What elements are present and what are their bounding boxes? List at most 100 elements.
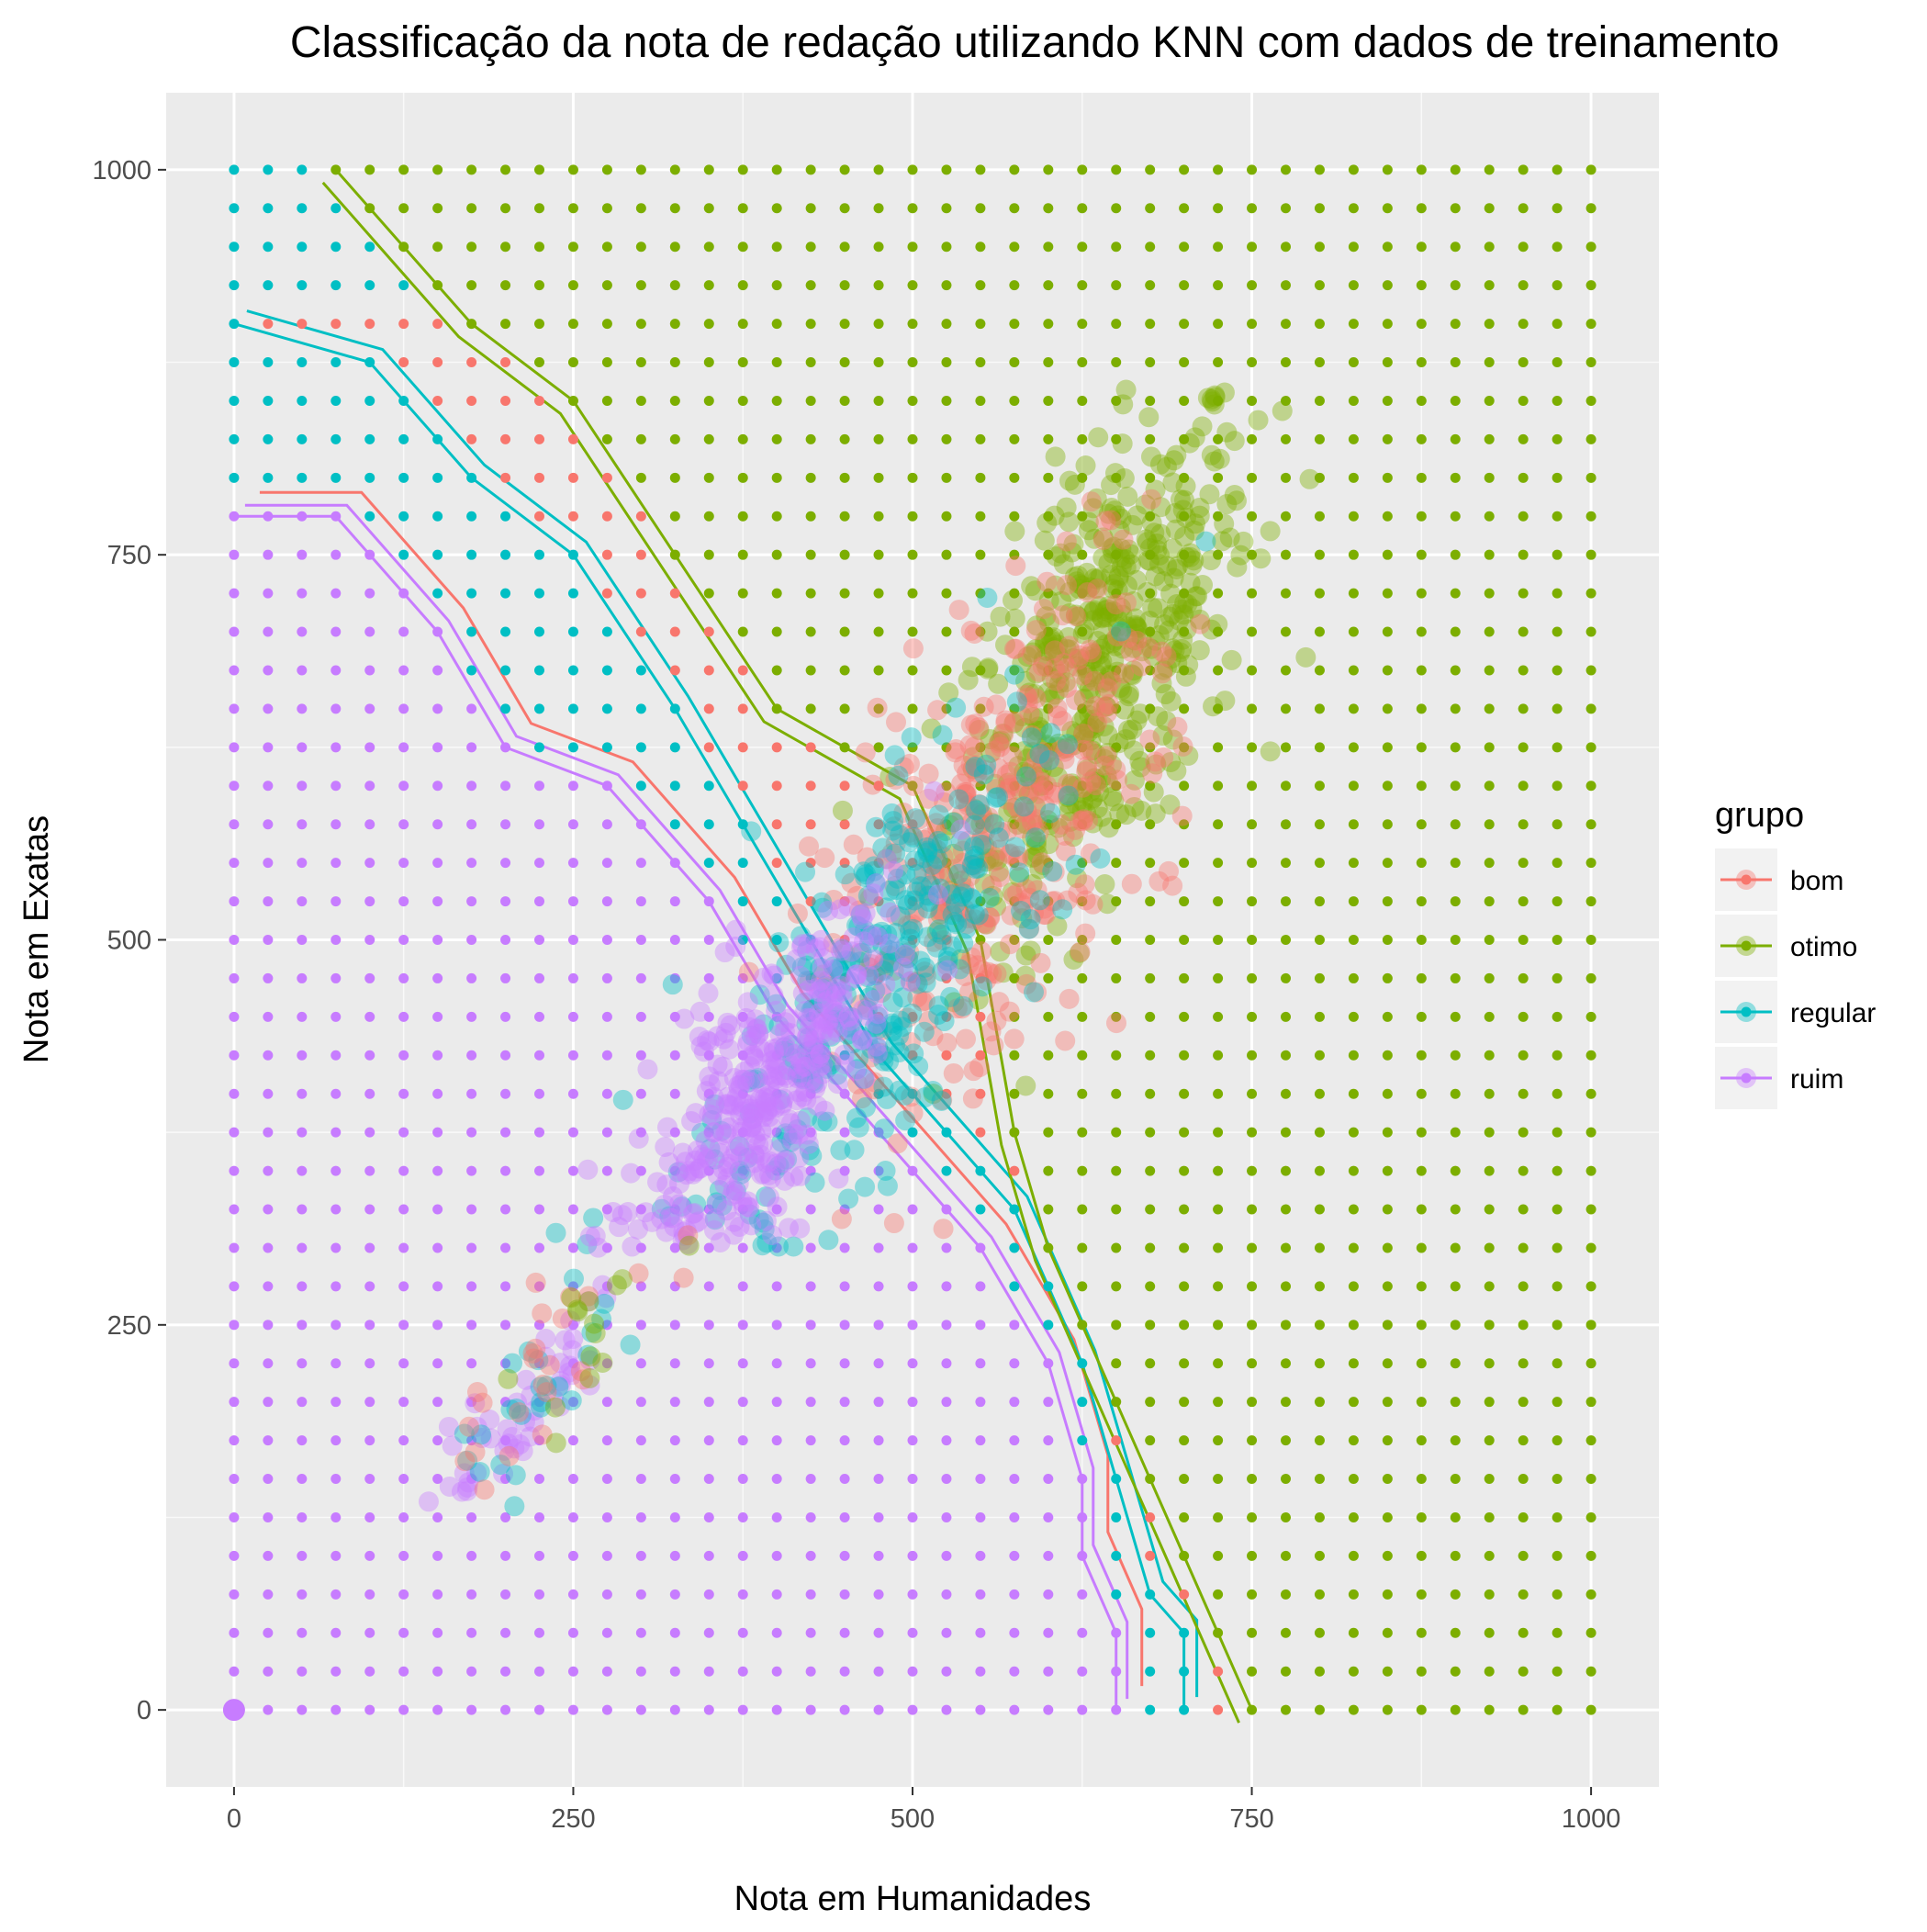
grid-point-ruim	[297, 1088, 308, 1099]
training-point-regular	[877, 1088, 898, 1109]
training-point-regular	[594, 1293, 615, 1314]
grid-point-otimo	[1552, 242, 1563, 253]
grid-point-otimo	[1043, 781, 1054, 792]
grid-point-otimo	[1552, 1320, 1563, 1331]
grid-point-otimo	[873, 164, 884, 175]
training-point-bom	[560, 1286, 581, 1308]
training-point-bom	[1075, 923, 1096, 944]
grid-point-otimo	[1552, 1435, 1563, 1446]
training-point-ruim	[562, 1365, 583, 1386]
grid-point-ruim	[601, 896, 612, 907]
grid-point-ruim	[364, 972, 375, 983]
grid-point-bom	[635, 588, 646, 599]
training-point-ruim	[855, 903, 876, 924]
training-point-otimo	[1104, 574, 1125, 595]
grid-point-ruim	[466, 1627, 477, 1638]
training-point-bom	[1057, 657, 1078, 679]
grid-point-otimo	[1043, 549, 1054, 560]
training-point-bom	[1021, 813, 1042, 834]
training-point-otimo	[1091, 806, 1112, 827]
grid-point-ruim	[567, 781, 578, 792]
training-point-ruim	[622, 1236, 643, 1257]
grid-point-regular	[398, 549, 409, 560]
training-point-otimo	[940, 880, 961, 901]
grid-point-otimo	[941, 588, 952, 599]
grid-point-otimo	[1416, 1281, 1427, 1292]
grid-point-otimo	[1552, 472, 1563, 483]
grid-point-otimo	[1416, 1511, 1427, 1522]
training-point-bom	[1000, 934, 1021, 955]
training-point-otimo	[1023, 642, 1044, 663]
grid-point-regular	[975, 1204, 986, 1215]
grid-point-ruim	[466, 1397, 477, 1408]
grid-point-otimo	[1213, 1474, 1224, 1485]
training-point-ruim	[851, 1030, 872, 1051]
training-point-regular	[805, 1044, 826, 1065]
training-point-otimo	[1101, 565, 1122, 586]
grid-point-otimo	[1179, 703, 1190, 714]
training-point-otimo	[1104, 630, 1125, 651]
grid-point-otimo	[1314, 1242, 1325, 1253]
training-point-ruim	[828, 1002, 849, 1023]
training-point-bom	[981, 875, 1003, 896]
grid-point-otimo	[1077, 1165, 1088, 1176]
grid-point-regular	[297, 395, 308, 406]
training-point-otimo	[975, 914, 996, 935]
training-point-regular	[457, 1450, 478, 1471]
training-point-ruim	[732, 1117, 753, 1138]
training-point-bom	[951, 998, 972, 1019]
grid-point-ruim	[635, 1435, 646, 1446]
grid-point-ruim	[567, 972, 578, 983]
training-point-regular	[942, 904, 963, 926]
training-point-regular	[858, 932, 879, 953]
grid-point-ruim	[364, 1666, 375, 1677]
training-point-otimo	[1087, 630, 1108, 651]
training-point-bom	[1001, 904, 1022, 926]
training-point-regular	[858, 925, 879, 946]
training-point-ruim	[791, 934, 812, 955]
training-point-otimo	[1059, 511, 1080, 533]
training-point-otimo	[1107, 505, 1128, 526]
training-point-regular	[895, 936, 916, 957]
grid-point-ruim	[1043, 1435, 1054, 1446]
grid-point-otimo	[1416, 1050, 1427, 1061]
grid-point-otimo	[1416, 203, 1427, 214]
grid-point-ruim	[703, 1589, 714, 1600]
grid-point-regular	[466, 588, 477, 599]
grid-point-otimo	[1348, 1550, 1359, 1561]
grid-point-otimo	[1043, 626, 1054, 637]
grid-point-otimo	[1585, 1666, 1596, 1677]
training-point-otimo	[1086, 771, 1107, 792]
training-point-regular	[490, 1455, 511, 1476]
training-point-bom	[1065, 606, 1086, 627]
grid-point-regular	[601, 626, 612, 637]
grid-point-otimo	[669, 549, 680, 560]
training-point-otimo	[1030, 776, 1051, 797]
grid-point-ruim	[500, 972, 511, 983]
grid-point-otimo	[1484, 1666, 1495, 1677]
grid-point-ruim	[907, 1435, 918, 1446]
training-point-ruim	[742, 1118, 763, 1139]
training-point-otimo	[1012, 653, 1033, 674]
grid-point-otimo	[432, 242, 443, 253]
training-point-regular	[793, 1069, 814, 1090]
training-point-ruim	[563, 1329, 584, 1350]
training-point-regular	[920, 875, 941, 896]
grid-point-bom	[941, 1011, 952, 1022]
training-point-bom	[823, 889, 845, 910]
grid-point-otimo	[1043, 319, 1054, 330]
grid-point-ruim	[635, 1589, 646, 1600]
training-point-otimo	[1066, 656, 1087, 677]
grid-point-otimo	[1450, 1474, 1461, 1485]
training-point-bom	[1121, 873, 1142, 894]
grid-point-otimo	[907, 626, 918, 637]
legend-key-dot	[1741, 874, 1752, 885]
training-point-ruim	[658, 1151, 679, 1173]
grid-point-ruim	[941, 1627, 952, 1638]
training-point-bom	[1075, 890, 1096, 911]
grid-point-otimo	[635, 164, 646, 175]
training-point-ruim	[669, 1161, 690, 1182]
training-point-ruim	[763, 984, 784, 1005]
grid-point-ruim	[805, 1666, 816, 1677]
grid-point-ruim	[1111, 1627, 1122, 1638]
